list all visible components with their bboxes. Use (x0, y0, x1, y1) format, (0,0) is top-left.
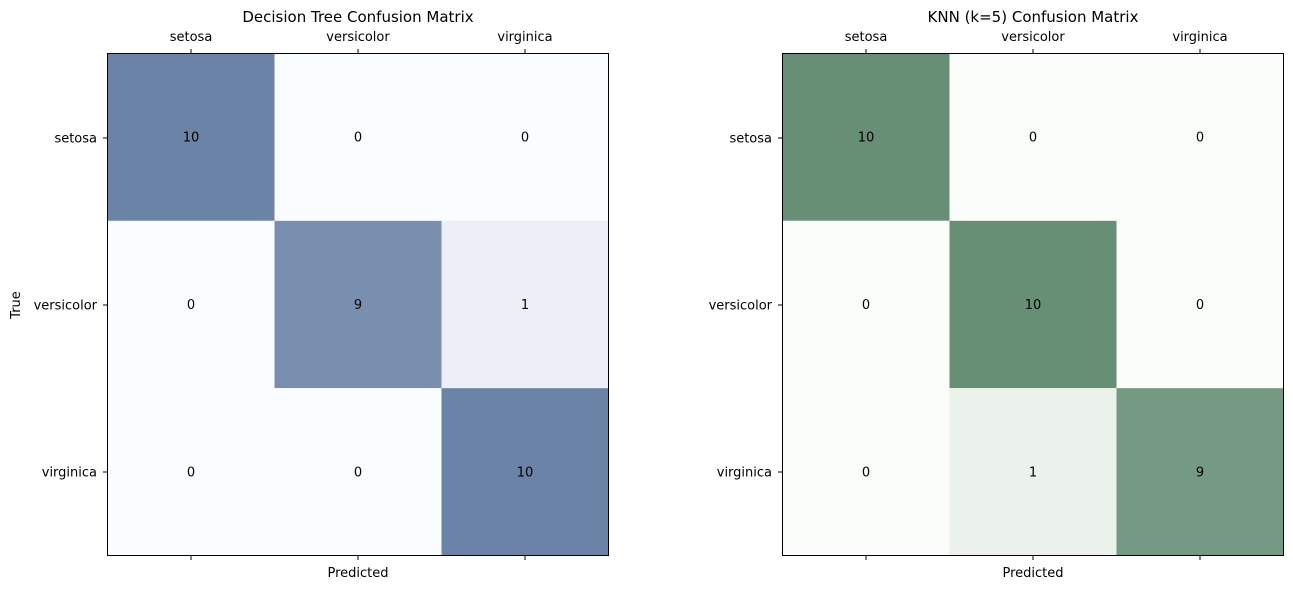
knn-x-tick-versicolor: versicolor (1001, 30, 1065, 45)
knn-cell-label-setosa-virginica: 0 (1196, 131, 1204, 146)
knn-cell-versicolor-setosa (782, 220, 950, 389)
decision-tree-cell-label-setosa-versicolor: 0 (354, 131, 362, 146)
knn-tick-marks (778, 49, 1201, 560)
knn-title: KNN (k=5) Confusion Matrix (928, 8, 1139, 26)
knn-cell-label-versicolor-setosa: 0 (862, 298, 870, 313)
knn-cells (782, 53, 1284, 556)
decision-tree-cell-virginica-virginica (441, 388, 609, 556)
decision-tree-tick-marks (103, 49, 526, 560)
decision-tree-cell-setosa-setosa (107, 53, 275, 221)
knn-panel: KNN (k=5) Confusion Matrix 10 0 0 0 10 0 0 1 9 s… (709, 8, 1284, 581)
decision-tree-y-tick-virginica: virginica (42, 466, 97, 481)
knn-cell-versicolor-virginica (1116, 220, 1284, 389)
decision-tree-cell-virginica-versicolor (274, 388, 442, 556)
decision-tree-cell-label-versicolor-setosa: 0 (187, 298, 195, 313)
knn-x-axis-label: Predicted (1002, 566, 1063, 581)
knn-cell-label-virginica-versicolor: 1 (1029, 465, 1037, 480)
decision-tree-cell-labels: 10 0 00 9 10 0 10 (183, 131, 534, 481)
knn-cell-virginica-setosa (782, 388, 950, 556)
knn-cell-setosa-virginica (1116, 53, 1284, 221)
knn-x-tick-setosa: setosa (845, 30, 888, 45)
decision-tree-x-tick-virginica: virginica (497, 30, 552, 45)
decision-tree-title: Decision Tree Confusion Matrix (242, 8, 473, 26)
decision-tree-cell-virginica-setosa (107, 388, 275, 556)
decision-tree-x-tick-setosa: setosa (170, 30, 213, 45)
knn-cell-virginica-versicolor (949, 388, 1117, 556)
decision-tree-cell-setosa-virginica (441, 53, 609, 221)
decision-tree-y-tick-versicolor: versicolor (34, 299, 98, 314)
decision-tree-panel: Decision Tree Confusion Matrix 10 0 00 9 10 0… (9, 8, 609, 581)
decision-tree-cell-label-virginica-setosa: 0 (187, 465, 195, 480)
knn-y-tick-labels: setosa versicolor virginica (709, 132, 773, 481)
knn-cell-setosa-versicolor (949, 53, 1117, 221)
knn-cell-setosa-setosa (782, 53, 950, 221)
knn-x-tick-labels: setosa versicolor virginica (845, 30, 1228, 45)
knn-cell-labels: 10 0 0 0 10 0 0 1 9 (858, 131, 1204, 481)
knn-cell-virginica-virginica (1116, 388, 1284, 556)
knn-y-tick-virginica: virginica (717, 466, 772, 481)
knn-y-tick-versicolor: versicolor (709, 299, 773, 314)
decision-tree-cell-versicolor-setosa (107, 220, 275, 389)
knn-cell-label-versicolor-versicolor: 10 (1025, 298, 1042, 313)
decision-tree-cell-label-virginica-versicolor: 0 (354, 465, 362, 480)
knn-cell-label-virginica-virginica: 9 (1196, 465, 1204, 480)
decision-tree-cell-versicolor-versicolor (274, 220, 442, 389)
decision-tree-cell-setosa-versicolor (274, 53, 442, 221)
decision-tree-x-tick-labels: setosa versicolor virginica (170, 30, 553, 45)
decision-tree-cell-label-versicolor-virginica: 1 (521, 298, 529, 313)
knn-cell-label-virginica-setosa: 0 (862, 465, 870, 480)
knn-cell-label-versicolor-virginica: 0 (1196, 298, 1204, 313)
decision-tree-x-axis-label: Predicted (327, 566, 388, 581)
decision-tree-cell-label-virginica-virginica: 10 (517, 465, 534, 480)
decision-tree-cell-label-versicolor-versicolor: 9 (354, 298, 362, 313)
knn-cell-label-setosa-versicolor: 0 (1029, 131, 1037, 146)
knn-cell-versicolor-versicolor (949, 220, 1117, 389)
knn-x-tick-virginica: virginica (1172, 30, 1227, 45)
decision-tree-cell-label-setosa-setosa: 10 (183, 131, 200, 146)
decision-tree-x-tick-versicolor: versicolor (326, 30, 390, 45)
decision-tree-y-tick-setosa: setosa (54, 132, 97, 147)
decision-tree-cell-label-setosa-virginica: 0 (521, 131, 529, 146)
decision-tree-cells (107, 53, 609, 556)
knn-cell-label-setosa-setosa: 10 (858, 131, 875, 146)
decision-tree-cell-versicolor-virginica (441, 220, 609, 389)
decision-tree-y-tick-labels: setosa versicolor virginica (34, 132, 98, 481)
knn-y-tick-setosa: setosa (729, 132, 772, 147)
decision-tree-y-axis-label: True (9, 291, 24, 320)
